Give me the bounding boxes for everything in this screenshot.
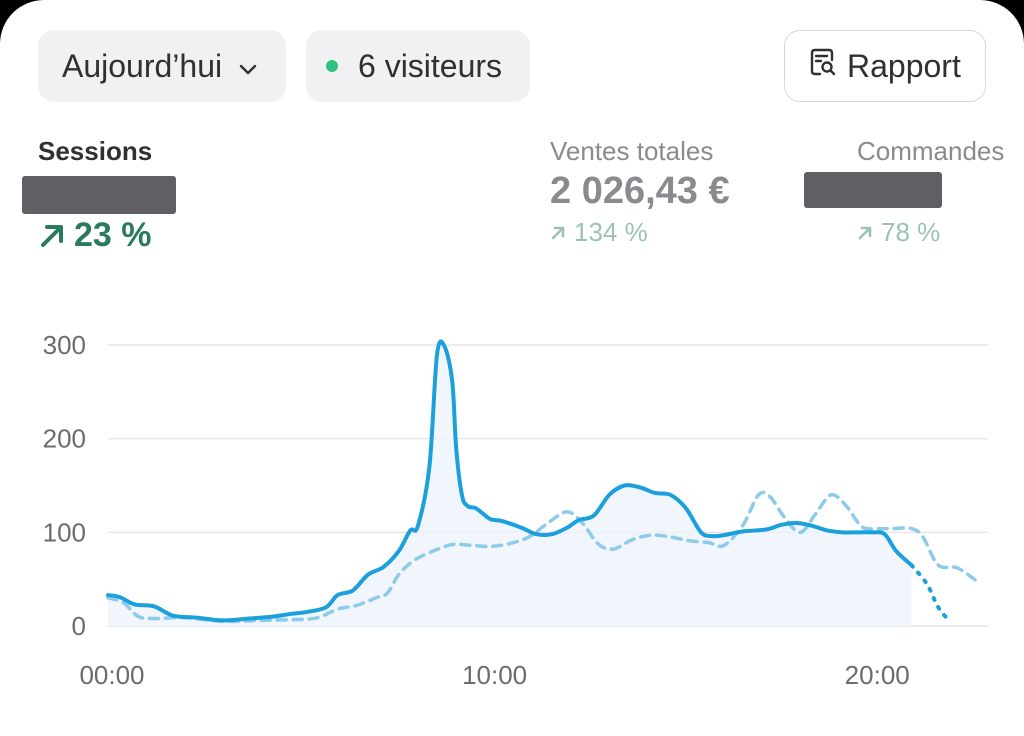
arrow-up-right-icon <box>41 224 63 247</box>
x-tick-label: 20:00 <box>845 660 910 690</box>
report-button[interactable]: Rapport <box>784 30 986 102</box>
date-range-label: Aujourd’hui <box>62 47 223 84</box>
y-tick-label: 100 <box>43 517 86 547</box>
arrow-up-right-icon <box>858 226 872 239</box>
x-tick-label: 00:00 <box>79 660 144 690</box>
y-tick-label: 300 <box>43 330 86 360</box>
sales-change: 134 % <box>550 217 648 248</box>
y-tick-label: 0 <box>72 611 86 641</box>
live-visitors-button[interactable]: 6 visiteurs <box>306 30 530 102</box>
series-current-line <box>106 339 914 623</box>
date-range-dropdown[interactable]: Aujourd’hui <box>38 30 286 102</box>
report-icon <box>807 47 847 85</box>
y-tick-label: 200 <box>43 424 86 454</box>
series-comparison-line <box>106 490 983 624</box>
sales-change-value: 134 % <box>574 217 648 247</box>
orders-change-value: 78 % <box>881 217 941 247</box>
live-status-dot <box>326 60 338 72</box>
sales-value: 2 026,43 € <box>550 170 730 212</box>
sales-label: Ventes totales <box>550 136 714 166</box>
orders-change: 78 % <box>857 217 940 248</box>
arrow-up-right-icon <box>551 226 565 239</box>
sessions-change: 23 % <box>38 216 152 255</box>
x-tick-label: 10:00 <box>462 660 527 690</box>
sessions-value-redacted <box>22 176 176 214</box>
sessions-label: Sessions <box>38 136 153 166</box>
sessions-line-chart: 0 100 200 300 00:00 10:00 20:00 <box>43 330 988 690</box>
orders-label: Commandes <box>857 136 1005 166</box>
orders-value-redacted <box>804 172 942 208</box>
series-current-projection <box>909 563 952 624</box>
report-label: Rapport <box>847 47 961 84</box>
series-current-area <box>108 341 912 626</box>
live-visitors-label: 6 visiteurs <box>358 47 503 84</box>
sessions-change-value: 23 % <box>74 216 152 254</box>
chevron-down-icon <box>238 48 258 85</box>
